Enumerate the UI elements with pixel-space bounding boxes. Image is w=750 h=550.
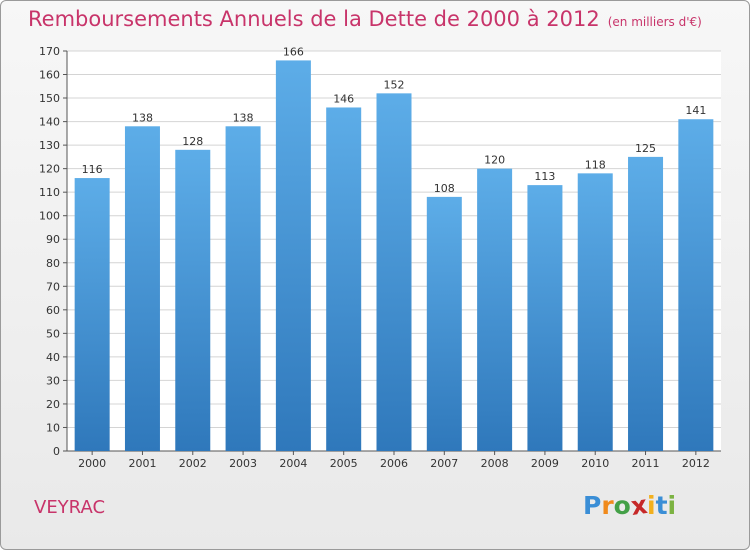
logo-letter: o: [613, 491, 631, 520]
y-tick-label: 30: [46, 374, 60, 387]
y-tick-label: 60: [46, 304, 60, 317]
logo-letter: i: [647, 491, 656, 520]
logo-letter: x: [628, 490, 649, 521]
chart-title: Remboursements Annuels de la Dette de 20…: [28, 7, 702, 31]
y-tick-label: 80: [46, 257, 60, 270]
chart-title-text: Remboursements Annuels de la Dette de 20…: [28, 7, 600, 31]
x-tick-label: 2007: [430, 457, 458, 470]
x-tick-label: 2005: [330, 457, 358, 470]
x-tick-label: 2004: [279, 457, 307, 470]
y-tick-label: 140: [39, 116, 60, 129]
y-tick-label: 0: [53, 445, 60, 458]
bar-2011: [628, 156, 664, 451]
bar-2009: [527, 185, 563, 451]
bar-value-label: 138: [132, 111, 153, 124]
bar-value-label: 166: [283, 45, 304, 58]
bar-2012: [678, 119, 714, 451]
bar-value-label: 108: [434, 182, 455, 195]
bar-2007: [426, 196, 462, 451]
y-tick-label: 20: [46, 398, 60, 411]
y-tick-label: 110: [39, 186, 60, 199]
y-tick-label: 100: [39, 210, 60, 223]
x-tick-label: 2010: [581, 457, 609, 470]
bar-value-label: 128: [182, 135, 203, 148]
logo-letter: i: [667, 491, 677, 520]
bar-2004: [275, 60, 311, 451]
logo-letter: t: [655, 491, 668, 520]
y-tick-label: 170: [39, 45, 60, 58]
bar-2006: [376, 93, 412, 452]
bar-value-label: 113: [534, 170, 555, 183]
bar-value-label: 125: [635, 142, 656, 155]
bar-value-label: 146: [333, 92, 354, 105]
bar-value-label: 120: [484, 154, 505, 167]
y-tick-label: 120: [39, 163, 60, 176]
y-tick-label: 160: [39, 69, 60, 82]
bar-2005: [326, 107, 362, 452]
bar-2001: [124, 126, 160, 451]
bar-value-label: 118: [585, 158, 606, 171]
bar-2000: [74, 178, 110, 451]
y-tick-label: 40: [46, 351, 60, 364]
x-tick-label: 2000: [78, 457, 106, 470]
place-name: VEYRAC: [34, 497, 106, 518]
bar-value-label: 138: [233, 111, 254, 124]
y-tick-label: 50: [46, 327, 60, 340]
bar-2010: [577, 173, 613, 451]
bar-value-label: 141: [685, 104, 706, 117]
y-tick-label: 90: [46, 233, 60, 246]
bar-value-label: 116: [82, 163, 103, 176]
x-tick-label: 2002: [179, 457, 207, 470]
x-tick-label: 2006: [380, 457, 408, 470]
x-tick-label: 2008: [481, 457, 509, 470]
y-tick-label: 70: [46, 280, 60, 293]
x-tick-label: 2011: [632, 457, 660, 470]
bar-2002: [175, 149, 211, 451]
x-tick-label: 2012: [682, 457, 710, 470]
chart-subtitle: (en milliers d'€): [607, 15, 702, 29]
logo-letter: r: [601, 491, 614, 520]
logo-letter: P: [583, 491, 602, 520]
x-tick-label: 2003: [229, 457, 257, 470]
y-tick-label: 10: [46, 421, 60, 434]
proxiti-logo: Proxiti: [583, 490, 677, 521]
x-tick-label: 2001: [128, 457, 156, 470]
y-tick-label: 130: [39, 139, 60, 152]
y-tick-label: 150: [39, 92, 60, 105]
bar-2003: [225, 126, 261, 451]
x-tick-label: 2009: [531, 457, 559, 470]
bar-2008: [477, 168, 513, 451]
bar-value-label: 152: [384, 78, 405, 91]
